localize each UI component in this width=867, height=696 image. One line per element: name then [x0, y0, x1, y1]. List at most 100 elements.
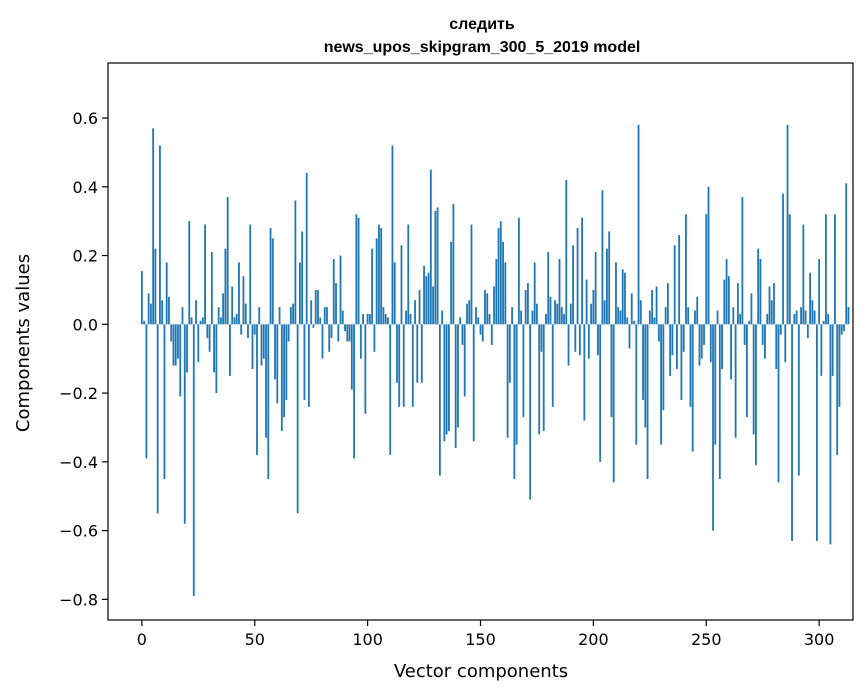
- bar: [556, 303, 559, 325]
- bar: [206, 324, 209, 339]
- bar: [700, 324, 703, 359]
- bar: [314, 289, 317, 325]
- bar: [651, 289, 653, 325]
- bar: [567, 324, 570, 366]
- bar: [764, 324, 766, 359]
- bar: [380, 228, 383, 325]
- bar: [414, 300, 416, 325]
- bar: [497, 228, 500, 325]
- bar: [840, 324, 843, 335]
- bar: [287, 324, 290, 342]
- bar: [743, 324, 746, 345]
- bar: [459, 317, 462, 325]
- bar: [346, 324, 349, 342]
- bar: [590, 303, 593, 325]
- bar: [549, 296, 552, 325]
- bar: [825, 214, 827, 325]
- bar: [310, 300, 313, 325]
- bar: [443, 324, 446, 442]
- bar: [339, 255, 342, 325]
- bar: [317, 289, 319, 325]
- bar: [813, 310, 816, 325]
- bar: [594, 252, 597, 325]
- bar: [502, 241, 504, 325]
- bar: [143, 320, 146, 325]
- bar: [761, 324, 764, 345]
- bar: [168, 296, 170, 325]
- bar: [280, 324, 283, 431]
- bar: [308, 324, 310, 407]
- bar: [554, 300, 556, 325]
- bar: [827, 313, 830, 325]
- bar: [804, 310, 807, 325]
- bar: [626, 317, 629, 325]
- bar: [551, 324, 554, 407]
- y-tick-label: 0.6: [73, 109, 98, 128]
- bar: [364, 324, 367, 414]
- bar: [382, 307, 385, 325]
- bar: [411, 324, 414, 407]
- y-tick-label: 0.4: [73, 178, 98, 197]
- bar: [199, 320, 202, 325]
- bar: [694, 310, 696, 325]
- bar: [815, 324, 818, 541]
- bar: [326, 307, 328, 325]
- bar: [653, 317, 656, 325]
- bar: [547, 252, 550, 325]
- bar: [644, 324, 647, 428]
- bar: [362, 313, 365, 325]
- bar: [506, 324, 509, 438]
- bar: [470, 224, 473, 325]
- bar: [427, 272, 430, 325]
- bar: [712, 324, 714, 531]
- bar: [429, 169, 432, 325]
- bar: [409, 313, 412, 325]
- bar: [420, 324, 423, 383]
- y-tick-label: 0.2: [73, 247, 98, 266]
- bar: [784, 324, 787, 363]
- bar: [511, 307, 514, 325]
- bar: [617, 307, 620, 325]
- bar: [484, 289, 486, 325]
- bar: [707, 186, 710, 325]
- bar: [673, 245, 676, 325]
- bar: [179, 324, 182, 397]
- bar: [732, 307, 735, 325]
- bar: [186, 324, 188, 373]
- bar: [768, 286, 771, 325]
- bar: [689, 324, 692, 407]
- bar: [423, 265, 425, 325]
- bar: [723, 279, 726, 325]
- bar: [619, 310, 622, 325]
- bar: [752, 324, 755, 435]
- bar: [558, 258, 561, 325]
- bar: [655, 286, 658, 325]
- bar: [843, 324, 845, 332]
- bar: [583, 324, 586, 421]
- bar: [606, 248, 608, 325]
- bar: [536, 303, 538, 325]
- bar: [355, 214, 358, 325]
- bar: [666, 283, 669, 325]
- bar: [475, 307, 477, 325]
- bar: [217, 307, 220, 325]
- bar: [637, 124, 640, 325]
- bar: [766, 313, 769, 325]
- bar: [504, 262, 507, 325]
- bar: [208, 324, 211, 352]
- y-tick-label: −0.4: [59, 453, 98, 472]
- bar: [389, 324, 392, 455]
- bar: [210, 252, 213, 325]
- bar: [231, 286, 234, 325]
- bar: [477, 317, 480, 325]
- bar: [197, 324, 200, 363]
- bar: [391, 145, 394, 325]
- bar: [685, 214, 687, 325]
- bar: [387, 317, 389, 325]
- bar: [195, 300, 197, 325]
- y-tick-label: −0.2: [59, 384, 98, 403]
- chart-title-line1: следить: [449, 16, 515, 33]
- bar: [603, 300, 606, 325]
- bar: [533, 262, 536, 325]
- bar: [373, 324, 376, 352]
